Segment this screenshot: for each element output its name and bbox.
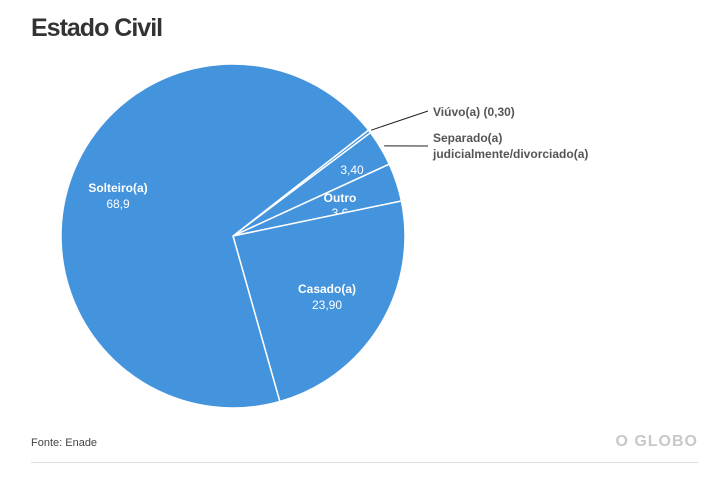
slice-label: Outro	[324, 191, 357, 205]
slice-label: Casado(a)	[298, 282, 356, 296]
slice-label: Viúvo(a) (0,30)	[433, 105, 515, 119]
slice-label: judicialmente/divorciado(a)	[432, 147, 588, 161]
pie-slice	[60, 63, 370, 409]
divider	[31, 462, 698, 463]
slice-label: Solteiro(a)	[88, 181, 147, 195]
slice-label: Separado(a)	[433, 131, 502, 145]
slice-value: 3,40	[340, 163, 364, 177]
o-globo-logo: O GLOBO	[615, 433, 698, 450]
slice-value: 68,9	[106, 197, 130, 211]
slice-value: 23,90	[312, 298, 342, 312]
source-note: Fonte: Enade	[31, 437, 98, 449]
chart-title: Estado Civil	[31, 14, 163, 42]
pie-slice	[232, 200, 406, 403]
leader-line	[370, 110, 429, 131]
